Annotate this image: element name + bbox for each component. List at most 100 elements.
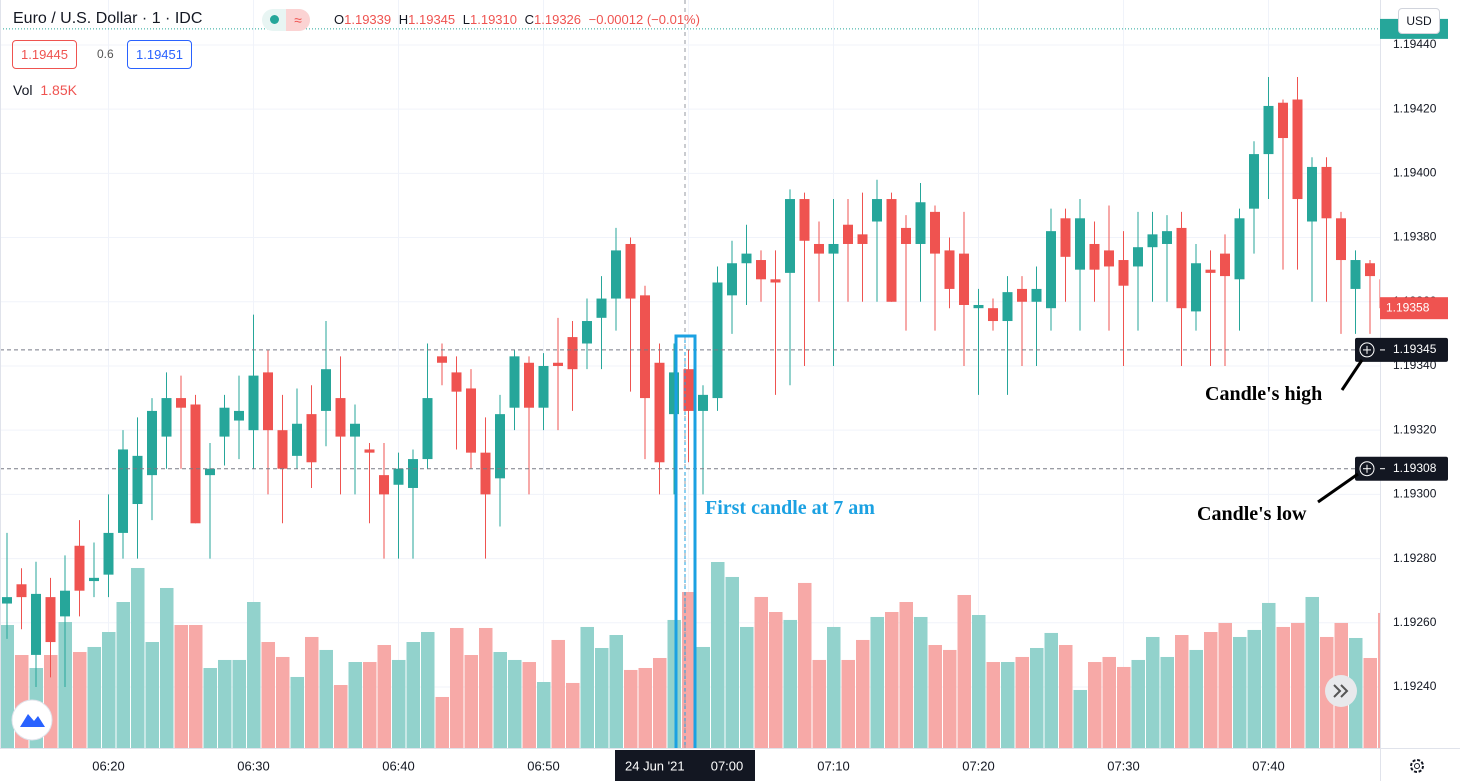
price-line-label: 1.19308 bbox=[1393, 461, 1437, 475]
volume-bar bbox=[464, 655, 478, 748]
volume-bar bbox=[870, 616, 884, 748]
candle-body bbox=[640, 295, 650, 399]
candle-body bbox=[263, 372, 273, 431]
candle-body bbox=[1118, 260, 1129, 286]
candle-body bbox=[1220, 253, 1230, 277]
crosshair-date: 24 Jun '21 bbox=[625, 758, 685, 773]
candle-body bbox=[60, 590, 70, 617]
last-price-label: 1.19358 bbox=[1386, 300, 1430, 314]
y-tick-label: 1.19300 bbox=[1393, 487, 1437, 501]
volume-bar bbox=[1262, 602, 1276, 748]
candle-body bbox=[1365, 263, 1375, 277]
buy-button[interactable]: 1.19451 bbox=[127, 40, 192, 69]
volume-bar bbox=[522, 662, 536, 748]
symbol-title: Euro / U.S. Dollar · 1 · IDC bbox=[13, 10, 203, 27]
x-tick-label: 06:50 bbox=[527, 758, 560, 773]
volume-bar bbox=[421, 632, 435, 748]
volume-bar bbox=[203, 667, 217, 748]
candle-body bbox=[1089, 243, 1100, 270]
sell-button[interactable]: 1.19445 bbox=[12, 40, 77, 69]
y-tick-label: 1.19400 bbox=[1393, 166, 1437, 180]
volume-bar bbox=[160, 587, 174, 748]
candle-body bbox=[1263, 105, 1274, 155]
candle-body bbox=[1234, 218, 1245, 280]
volume-bar bbox=[1117, 666, 1131, 748]
volume-bar bbox=[667, 619, 681, 748]
y-tick-label: 1.19260 bbox=[1393, 615, 1437, 629]
volume-bar bbox=[1363, 657, 1377, 748]
currency-button[interactable]: USD bbox=[1398, 8, 1440, 34]
candle-body bbox=[408, 459, 418, 488]
volume-bar bbox=[595, 647, 609, 748]
x-tick-label: 07:00 bbox=[711, 758, 744, 773]
price-line-tag: 1.19345 bbox=[1355, 337, 1448, 362]
x-tick-label: 06:30 bbox=[237, 758, 270, 773]
candle-body bbox=[379, 475, 389, 495]
volume-bar bbox=[508, 659, 522, 748]
scroll-icon bbox=[1333, 684, 1349, 698]
volume-bar bbox=[363, 662, 377, 748]
volume-bar bbox=[1146, 636, 1160, 748]
volume-bar bbox=[696, 646, 710, 748]
x-tick-label: 07:30 bbox=[1107, 758, 1140, 773]
volume-bar bbox=[566, 682, 580, 748]
legend-key: C bbox=[524, 12, 535, 27]
candle-body bbox=[1060, 218, 1071, 257]
candle-body bbox=[524, 362, 534, 408]
candle-body bbox=[248, 375, 259, 431]
legend-value: 1.19345 bbox=[408, 12, 456, 27]
volume-bar bbox=[537, 682, 551, 748]
volume-bar bbox=[725, 576, 739, 748]
x-tick-label: 07:40 bbox=[1252, 758, 1285, 773]
x-tick-label: 07:10 bbox=[817, 758, 850, 773]
volume-bar bbox=[1044, 632, 1058, 748]
volume-bar bbox=[392, 659, 406, 748]
volume-bar bbox=[1001, 662, 1015, 748]
change-value: −0.00012 (−0.01%) bbox=[588, 12, 700, 27]
candle-body bbox=[277, 430, 288, 469]
legend-key: O bbox=[334, 12, 345, 27]
settings-icon bbox=[1410, 759, 1424, 773]
volume-bar bbox=[1160, 656, 1174, 748]
candle-body bbox=[582, 321, 592, 344]
candle-body bbox=[335, 398, 346, 437]
candle-body bbox=[1191, 263, 1201, 312]
x-tick-label: 07:20 bbox=[962, 758, 995, 773]
candle-body bbox=[103, 532, 114, 575]
volume-value: 1.85K bbox=[40, 82, 77, 98]
candle-body bbox=[756, 260, 766, 280]
annotation-arrow bbox=[1317, 472, 1359, 504]
candle-body bbox=[1278, 102, 1288, 139]
volume-legend: Vol 1.85K bbox=[13, 82, 77, 98]
volume-bar bbox=[972, 614, 986, 748]
candle-body bbox=[988, 308, 998, 322]
volume-bar bbox=[406, 642, 420, 748]
legend-value: 1.19310 bbox=[470, 12, 517, 27]
candle-body bbox=[147, 410, 157, 476]
candle-body bbox=[712, 282, 723, 399]
candle-body bbox=[393, 468, 404, 485]
candle-body bbox=[1350, 260, 1361, 289]
volume-bar bbox=[116, 602, 130, 748]
candle-body bbox=[886, 199, 897, 302]
volume-bar bbox=[0, 624, 14, 748]
price-line-tag-bg bbox=[1355, 456, 1448, 481]
add-icon bbox=[1359, 461, 1375, 477]
candle-body bbox=[509, 356, 520, 408]
price-line-tag: 1.19308 bbox=[1355, 456, 1448, 481]
volume-bar bbox=[914, 616, 928, 748]
market-open-dot bbox=[270, 15, 279, 24]
price-line-tag-bg bbox=[1355, 337, 1448, 362]
candle-body bbox=[611, 250, 621, 299]
volume-bar bbox=[1059, 644, 1073, 748]
candle-body bbox=[669, 372, 679, 415]
candle-body bbox=[161, 398, 172, 437]
candle-body bbox=[596, 298, 607, 318]
candle-body bbox=[814, 243, 824, 254]
volume-bar bbox=[1015, 656, 1029, 748]
volume-bar bbox=[87, 646, 101, 748]
candle-body bbox=[828, 243, 839, 254]
candle-body bbox=[538, 365, 549, 408]
